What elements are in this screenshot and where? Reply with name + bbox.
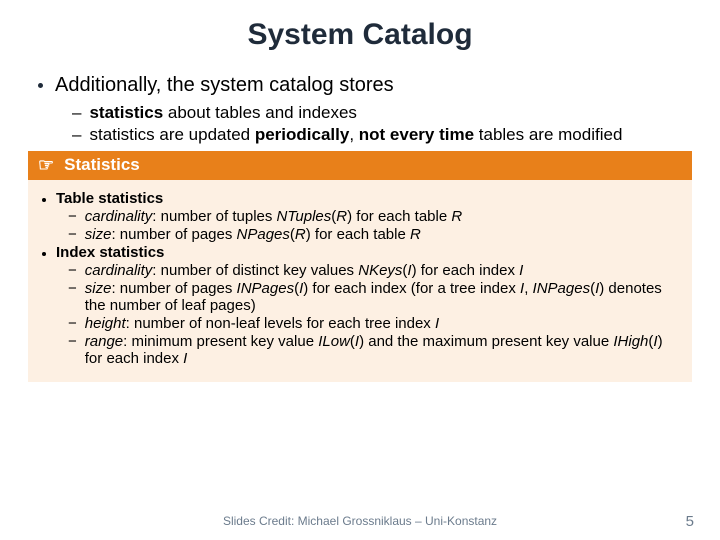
pointing-hand-icon: ☞ — [38, 156, 54, 174]
box-sub-item-text: cardinality: number of distinct key valu… — [85, 262, 678, 279]
bullet-icon — [42, 198, 46, 202]
minus-icon: − — [68, 333, 77, 350]
slide-title: System Catalog — [28, 18, 692, 52]
intro-text: Additionally, the system catalog stores — [55, 74, 394, 97]
box-sub-item-text: range: minimum present key value ILow(I)… — [85, 333, 678, 367]
box-sub-item: −size: number of pages INPages(I) for ea… — [68, 280, 678, 314]
box-group-heading-text: Table statistics — [56, 190, 163, 207]
minus-icon: − — [68, 280, 77, 297]
statistics-box-body: Table statistics−cardinality: number of … — [28, 180, 692, 382]
sub-point: –statistics about tables and indexes — [72, 103, 692, 123]
minus-icon: − — [68, 315, 77, 332]
box-group-heading-text: Index statistics — [56, 244, 164, 261]
box-sub-item-text: size: number of pages INPages(I) for eac… — [85, 280, 678, 314]
box-sub-item: −size: number of pages NPages(R) for eac… — [68, 226, 678, 243]
bullet-icon — [38, 83, 43, 88]
box-sub-item-text: height: number of non-leaf levels for ea… — [85, 315, 678, 332]
box-sub-item: −cardinality: number of distinct key val… — [68, 262, 678, 279]
box-group-heading: Table statistics — [42, 190, 678, 207]
bullet-icon — [42, 252, 46, 256]
page-number: 5 — [686, 513, 694, 530]
sub-point-text: statistics about tables and indexes — [89, 103, 356, 123]
sub-points: –statistics about tables and indexes–sta… — [28, 103, 692, 145]
box-sub-item: −range: minimum present key value ILow(I… — [68, 333, 678, 367]
slide-credit: Slides Credit: Michael Grossniklaus – Un… — [0, 514, 720, 528]
box-sub-item: −cardinality: number of tuples NTuples(R… — [68, 208, 678, 225]
statistics-box-header: ☞ Statistics — [28, 151, 692, 180]
box-sub-item-text: size: number of pages NPages(R) for each… — [85, 226, 678, 243]
minus-icon: − — [68, 208, 77, 225]
sub-point-text: statistics are updated periodically, not… — [89, 125, 622, 145]
intro-bullet: Additionally, the system catalog stores — [38, 74, 692, 97]
minus-icon: − — [68, 262, 77, 279]
box-sub-item: −height: number of non-leaf levels for e… — [68, 315, 678, 332]
dash-icon: – — [72, 125, 81, 145]
box-sub-item-text: cardinality: number of tuples NTuples(R)… — [85, 208, 678, 225]
sub-point: –statistics are updated periodically, no… — [72, 125, 692, 145]
box-group-heading: Index statistics — [42, 244, 678, 261]
slide: System Catalog Additionally, the system … — [0, 0, 720, 540]
minus-icon: − — [68, 226, 77, 243]
statistics-box-title: Statistics — [64, 155, 140, 175]
dash-icon: – — [72, 103, 81, 123]
